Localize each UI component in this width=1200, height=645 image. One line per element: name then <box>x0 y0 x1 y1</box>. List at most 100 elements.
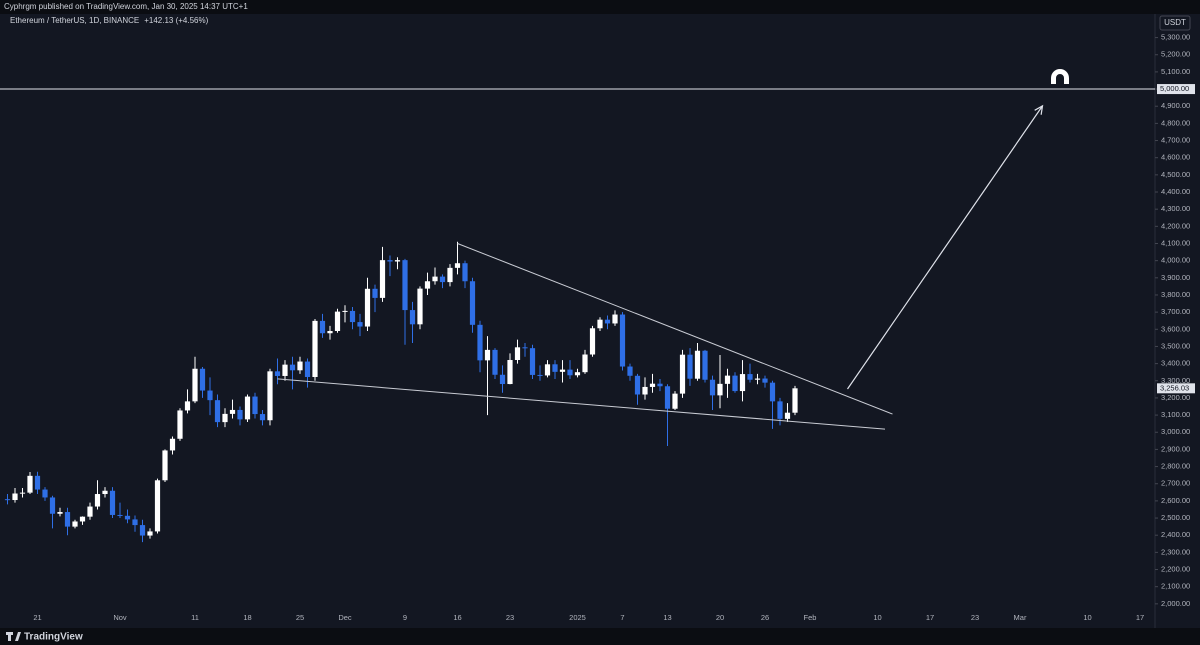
candle-body <box>552 364 558 372</box>
y-tick-label: 4,900.00 <box>1161 101 1190 110</box>
x-tick-label: 25 <box>296 613 304 622</box>
candle-body <box>417 288 423 325</box>
y-tick-label: 3,100.00 <box>1161 410 1190 419</box>
footer-band <box>0 628 1200 645</box>
candle-body <box>237 409 243 420</box>
candle-body <box>42 489 48 498</box>
candle-body <box>522 347 528 349</box>
y-tick-label: 2,000.00 <box>1161 599 1190 608</box>
candle-body <box>649 383 656 387</box>
candle-body <box>49 497 56 514</box>
y-tick-label: 4,400.00 <box>1161 187 1190 196</box>
x-tick-label: Mar <box>1014 613 1027 622</box>
candle-body <box>492 349 498 375</box>
y-tick-label: 3,900.00 <box>1161 273 1190 282</box>
candle-body <box>319 320 326 334</box>
candle-body <box>747 374 753 380</box>
candle-body <box>259 414 266 421</box>
candle-body <box>582 354 588 373</box>
candle-body <box>574 372 581 376</box>
y-tick-label: 4,500.00 <box>1161 170 1190 179</box>
candle-body <box>79 516 86 522</box>
candle-body <box>34 475 41 490</box>
x-tick-label: 17 <box>1136 613 1144 622</box>
candle-body <box>342 310 348 312</box>
candle-body <box>102 490 108 495</box>
y-tick-label: 5,300.00 <box>1161 33 1190 42</box>
y-tick-label: 4,100.00 <box>1161 238 1190 247</box>
magnet-icon <box>1051 69 1069 84</box>
candle-body <box>754 378 761 380</box>
y-tick-label: 4,300.00 <box>1161 204 1190 213</box>
x-tick-label: 11 <box>191 613 199 622</box>
x-tick-label: 16 <box>453 613 461 622</box>
x-tick-label: 10 <box>873 613 881 622</box>
y-tick-label: 4,800.00 <box>1161 118 1190 127</box>
candle-body <box>777 401 783 419</box>
candle-body <box>169 438 176 451</box>
candle-body <box>687 354 693 379</box>
trendline <box>277 378 886 430</box>
candle-body <box>694 350 701 379</box>
candle-body <box>252 396 258 415</box>
x-tick-label: 7 <box>620 613 624 622</box>
x-tick-label: Nov <box>113 613 127 622</box>
candle-body <box>117 514 123 516</box>
x-tick-label: 26 <box>761 613 769 622</box>
candle-body <box>507 360 513 385</box>
candle-body <box>642 386 648 395</box>
y-tick-label: 2,200.00 <box>1161 565 1190 574</box>
candle-body <box>514 347 521 361</box>
candle-body <box>222 413 228 423</box>
candle-body <box>567 369 573 376</box>
candle-body <box>439 276 446 283</box>
candle-body <box>12 493 18 501</box>
candle-body <box>64 512 71 527</box>
candle-body <box>454 263 461 268</box>
candle-body <box>349 310 356 323</box>
candle-body <box>709 379 716 396</box>
candle-body <box>357 322 363 327</box>
last-price-label: 3,256.03 <box>1160 383 1189 392</box>
candle-body <box>244 396 251 420</box>
candle-body <box>192 368 198 402</box>
y-tick-label: 4,600.00 <box>1161 153 1190 162</box>
candle-body <box>139 525 146 536</box>
candle-body <box>387 260 393 262</box>
candle-body <box>657 383 663 387</box>
y-tick-label: 3,300.00 <box>1161 376 1190 385</box>
y-tick-label: 2,100.00 <box>1161 582 1190 591</box>
candle-body <box>109 490 116 515</box>
magnet-shape <box>1051 69 1069 84</box>
y-tick-label: 3,500.00 <box>1161 341 1190 350</box>
candle-body <box>732 375 738 392</box>
candle-body <box>184 401 191 411</box>
y-tick-label: 4,200.00 <box>1161 221 1190 230</box>
x-tick-label: Dec <box>338 613 352 622</box>
x-tick-label: 20 <box>716 613 724 622</box>
y-tick-label: 3,400.00 <box>1161 359 1190 368</box>
brand-name: TradingView <box>24 632 83 643</box>
y-tick-label: 2,600.00 <box>1161 496 1190 505</box>
candle-body <box>312 320 318 377</box>
candle-body <box>372 288 378 298</box>
candle-body <box>207 390 213 401</box>
candle-body <box>679 354 686 394</box>
header-band <box>0 0 1200 14</box>
y-tick-label: 4,700.00 <box>1161 136 1190 145</box>
y-tick-label: 4,000.00 <box>1161 256 1190 265</box>
y-tick-label: 3,800.00 <box>1161 290 1190 299</box>
symbol-title: Ethereum / TetherUS, 1D, BINANCE <box>10 16 139 25</box>
candle-body <box>544 364 551 376</box>
candle-body <box>664 386 671 409</box>
y-tick-label: 3,600.00 <box>1161 324 1190 333</box>
publish-header: Cyphrgm published on TradingView.com, Ja… <box>4 2 248 11</box>
last-price-box <box>1157 383 1195 394</box>
candle-body <box>162 450 168 481</box>
candle-body <box>304 361 311 377</box>
arrow-head <box>1034 104 1044 115</box>
x-tick-label: 9 <box>403 613 407 622</box>
candle-body <box>589 328 596 355</box>
candle-body <box>154 480 161 532</box>
